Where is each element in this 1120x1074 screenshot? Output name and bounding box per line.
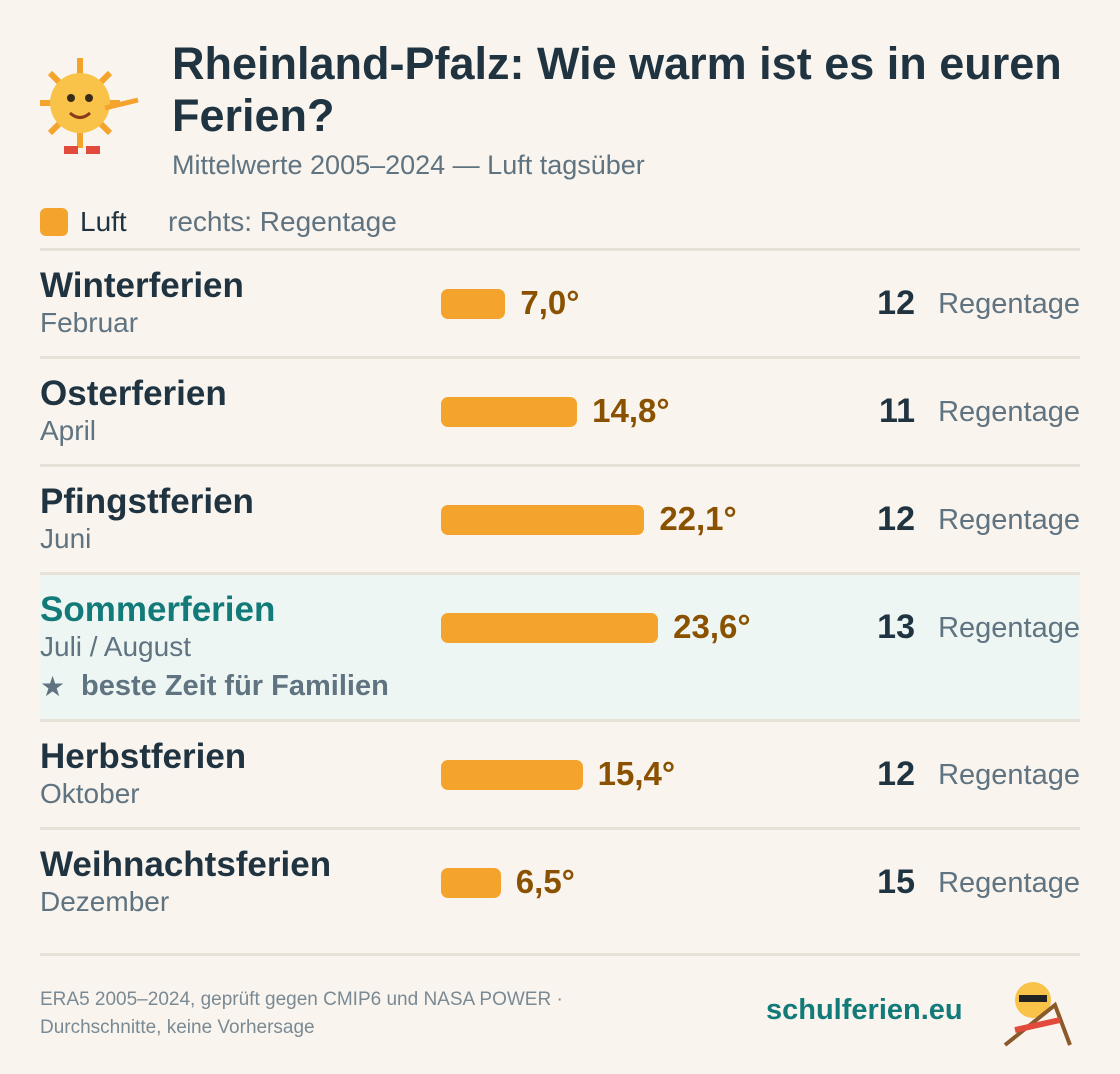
source-line: Durchschnitte, keine Vorhersage (40, 1017, 315, 1038)
rain-unit: Regentage (938, 759, 1080, 791)
legend-note: rechts: Regentage (168, 206, 397, 237)
brand: schulferien.eu (766, 994, 963, 1026)
rain-unit: Regentage (938, 396, 1080, 428)
bar (441, 613, 659, 643)
month-label: Februar (40, 307, 139, 338)
separator (40, 356, 1080, 359)
rain-days: 12 (877, 284, 915, 322)
rain-days: 11 (879, 392, 915, 430)
category-label: Pfingstferien (40, 482, 254, 521)
highlight-row (40, 575, 1080, 720)
value-label: 22,1° (659, 500, 737, 537)
bar (441, 505, 645, 535)
value-label: 23,6° (673, 608, 751, 645)
value-label: 7,0° (520, 284, 580, 321)
title: Rheinland-Pfalz: Wie warm ist es in eure… (172, 38, 1062, 141)
rain-unit: Regentage (938, 867, 1080, 899)
month-label: Oktober (40, 778, 140, 809)
value-label: 6,5° (515, 863, 575, 900)
sun-chair-icon (1003, 982, 1072, 1047)
sun-mascot (40, 58, 139, 154)
source-line: ERA5 2005–2024, geprüft gegen CMIP6 und … (40, 989, 563, 1010)
bar (441, 289, 506, 319)
value-label: 14,8° (592, 392, 670, 429)
bar (441, 397, 578, 427)
rain-days: 12 (877, 500, 915, 538)
rain-unit: Regentage (938, 288, 1080, 320)
bar (441, 760, 583, 790)
month-label: April (40, 415, 97, 446)
category-label: Sommerferien (40, 590, 276, 629)
source: ERA5 2005–2024, geprüft gegen CMIP6 und … (40, 986, 563, 1042)
rain-days: 12 (877, 755, 915, 793)
separator (40, 719, 1080, 722)
subtitle: Mittelwerte 2005–2024 — Luft tagsüber (172, 150, 645, 180)
rain-days: 15 (877, 863, 915, 901)
legend-swatch (40, 208, 68, 236)
separator (40, 827, 1080, 830)
category-label: Weihnachtsferien (40, 845, 332, 884)
category-label: Winterferien (40, 266, 244, 305)
legend-label: Luft (80, 206, 127, 237)
separator (40, 248, 1080, 251)
month-label: Juni (40, 523, 92, 554)
separator (40, 464, 1080, 467)
rain-unit: Regentage (938, 612, 1080, 644)
month-label: Juli / August (40, 631, 191, 662)
rain-unit: Regentage (938, 504, 1080, 536)
value-label: 15,4° (597, 755, 676, 792)
category-label: Herbstferien (40, 737, 247, 776)
bar (441, 868, 501, 898)
rain-days: 13 (877, 608, 915, 646)
month-label: Dezember (40, 886, 170, 917)
separator (40, 572, 1080, 575)
separator (40, 953, 1080, 956)
star-icon: ★ (40, 671, 66, 702)
highlight-note: beste Zeit für Familien (81, 670, 389, 702)
category-label: Osterferien (40, 374, 227, 413)
